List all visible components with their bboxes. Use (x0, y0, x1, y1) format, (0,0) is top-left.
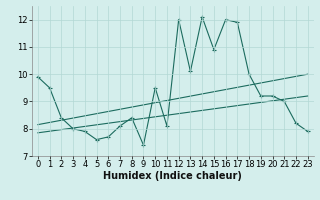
X-axis label: Humidex (Indice chaleur): Humidex (Indice chaleur) (103, 171, 242, 181)
